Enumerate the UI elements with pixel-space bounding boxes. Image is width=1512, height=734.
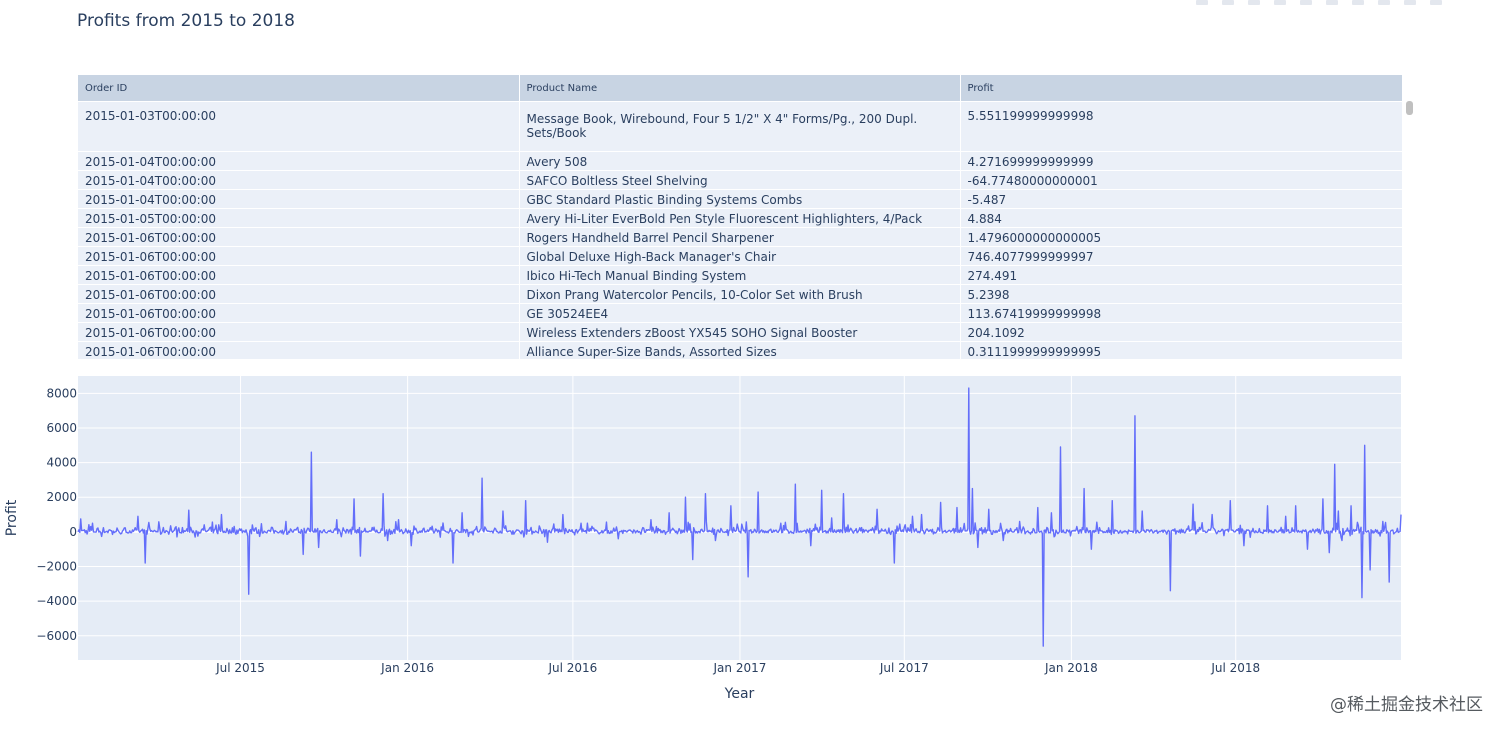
- table-row: 2015-01-04T00:00:00 GBC Standard Plastic …: [78, 189, 1402, 209]
- zoom-icon[interactable]: [1222, 0, 1234, 5]
- cell-product-name: GBC Standard Plastic Binding Systems Com…: [519, 189, 961, 209]
- cell-product-name: Wireless Extenders zBoost YX545 SOHO Sig…: [519, 322, 961, 342]
- cell-order-id: 2015-01-06T00:00:00: [78, 246, 520, 266]
- x-tick-label: Jul 2015: [215, 661, 265, 675]
- table-row: 2015-01-06T00:00:00 Ibico Hi-Tech Manual …: [78, 265, 1402, 285]
- y-tick-label: −2000: [36, 559, 77, 573]
- y-tick-label: 6000: [46, 421, 77, 435]
- zoom-in-icon[interactable]: [1326, 0, 1338, 5]
- table-row: 2015-01-06T00:00:00 GE 30524EE4 113.674199…: [78, 303, 1402, 323]
- cell-product-name: Ibico Hi-Tech Manual Binding System: [519, 265, 961, 285]
- column-header-product-name: Product Name: [519, 75, 961, 102]
- y-tick-label: −4000: [36, 594, 77, 608]
- cell-profit: 5.2398: [960, 284, 1402, 304]
- y-tick-label: 2000: [46, 490, 77, 504]
- cell-profit: 4.271699999999999: [960, 151, 1402, 171]
- table-row: 2015-01-05T00:00:00 Avery Hi-Liter EverBo…: [78, 208, 1402, 228]
- cell-product-name: Alliance Super-Size Bands, Assorted Size…: [519, 341, 961, 359]
- x-tick-label: Jan 2018: [1044, 661, 1098, 675]
- table-row: 2015-01-03T00:00:00 Message Book, Wirebou…: [78, 101, 1402, 152]
- cell-profit: 204.1092: [960, 322, 1402, 342]
- x-tick-label: Jan 2017: [713, 661, 767, 675]
- cell-order-id: 2015-01-06T00:00:00: [78, 341, 520, 359]
- reset-axes-icon[interactable]: [1404, 0, 1416, 5]
- plotly-logo-icon[interactable]: [1430, 0, 1442, 5]
- x-tick-label: Jan 2016: [380, 661, 434, 675]
- box-select-icon[interactable]: [1274, 0, 1286, 5]
- x-axis: Jul 2015 Jan 2016 Jul 2016 Jan 2017 Jul 2017…: [215, 661, 1260, 675]
- table-row: 2015-01-06T00:00:00 Rogers Handheld Barre…: [78, 227, 1402, 247]
- cell-order-id: 2015-01-04T00:00:00: [78, 170, 520, 190]
- table-header-row: Order ID Product Name Profit: [78, 75, 1402, 102]
- table-row: 2015-01-06T00:00:00 Global Deluxe High-Ba…: [78, 246, 1402, 266]
- profit-series: [77, 387, 1402, 647]
- cell-order-id: 2015-01-06T00:00:00: [78, 322, 520, 342]
- column-header-order-id: Order ID: [78, 75, 520, 102]
- y-tick-label: 4000: [46, 456, 77, 470]
- x-tick-label: Jul 2017: [879, 661, 929, 675]
- cell-product-name: GE 30524EE4: [519, 303, 961, 323]
- profit-line: [77, 387, 1402, 647]
- table-row: 2015-01-04T00:00:00 Avery 508 4.2716999999…: [78, 151, 1402, 171]
- y-axis: −6000 −4000 −2000 0 2000 4000 6000 8000: [36, 386, 77, 642]
- zoom-out-icon[interactable]: [1352, 0, 1364, 5]
- cell-profit: 113.67419999999998: [960, 303, 1402, 323]
- y-axis-title: Profit: [4, 499, 20, 536]
- x-tick-label: Jul 2016: [547, 661, 597, 675]
- cell-profit: 5.551199999999998: [960, 101, 1402, 152]
- x-axis-title: Year: [724, 686, 755, 702]
- lasso-icon[interactable]: [1300, 0, 1312, 5]
- table-scrollbar[interactable]: [1406, 101, 1413, 115]
- table-row: 2015-01-06T00:00:00 Alliance Super-Size B…: [78, 341, 1402, 359]
- y-tick-label: 8000: [46, 386, 77, 400]
- cell-product-name: SAFCO Boltless Steel Shelving: [519, 170, 961, 190]
- cell-product-name: Dixon Prang Watercolor Pencils, 10-Color…: [519, 284, 961, 304]
- page-title: Profits from 2015 to 2018: [77, 11, 295, 31]
- cell-order-id: 2015-01-03T00:00:00: [78, 101, 520, 152]
- cell-profit: 0.3111999999999995: [960, 341, 1402, 359]
- cell-product-name: Rogers Handheld Barrel Pencil Sharpener: [519, 227, 961, 247]
- cell-product-name: Global Deluxe High-Back Manager's Chair: [519, 246, 961, 266]
- cell-profit: 1.4796000000000005: [960, 227, 1402, 247]
- camera-icon[interactable]: [1196, 0, 1208, 5]
- x-tick-label: Jul 2018: [1210, 661, 1260, 675]
- cell-product-name: Avery Hi-Liter EverBold Pen Style Fluore…: [519, 208, 961, 228]
- cell-profit: -5.487: [960, 189, 1402, 209]
- cell-profit: 746.4077999999997: [960, 246, 1402, 266]
- cell-profit: 4.884: [960, 208, 1402, 228]
- y-tick-label: −6000: [36, 629, 77, 643]
- cell-profit: 274.491: [960, 265, 1402, 285]
- cell-order-id: 2015-01-04T00:00:00: [78, 189, 520, 209]
- cell-product-name: Avery 508: [519, 151, 961, 171]
- data-table[interactable]: Order ID Product Name Profit 2015-01-03T…: [78, 75, 1402, 359]
- cell-order-id: 2015-01-06T00:00:00: [78, 303, 520, 323]
- watermark: @稀土掘金技术社区: [1330, 695, 1483, 715]
- pan-icon[interactable]: [1248, 0, 1260, 5]
- cell-product-name: Message Book, Wirebound, Four 5 1/2" X 4…: [519, 101, 961, 152]
- table-row: 2015-01-04T00:00:00 SAFCO Boltless Steel …: [78, 170, 1402, 190]
- cell-order-id: 2015-01-05T00:00:00: [78, 208, 520, 228]
- cell-order-id: 2015-01-06T00:00:00: [78, 284, 520, 304]
- chart-modebar[interactable]: [1196, 0, 1442, 6]
- cell-profit: -64.77480000000001: [960, 170, 1402, 190]
- table-row: 2015-01-06T00:00:00 Dixon Prang Watercolo…: [78, 284, 1402, 304]
- cell-order-id: 2015-01-06T00:00:00: [78, 227, 520, 247]
- autoscale-icon[interactable]: [1378, 0, 1390, 5]
- cell-order-id: 2015-01-04T00:00:00: [78, 151, 520, 171]
- y-tick-label: 0: [69, 525, 77, 539]
- cell-order-id: 2015-01-06T00:00:00: [78, 265, 520, 285]
- column-header-profit: Profit: [960, 75, 1402, 102]
- table-row: 2015-01-06T00:00:00 Wireless Extenders zB…: [78, 322, 1402, 342]
